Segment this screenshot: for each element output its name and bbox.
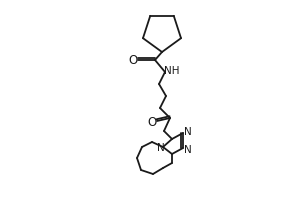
Text: N: N [184,145,192,155]
Text: O: O [128,53,138,66]
Text: NH: NH [164,66,180,76]
Text: N: N [157,143,165,153]
Text: N: N [184,127,192,137]
Text: O: O [147,116,157,129]
